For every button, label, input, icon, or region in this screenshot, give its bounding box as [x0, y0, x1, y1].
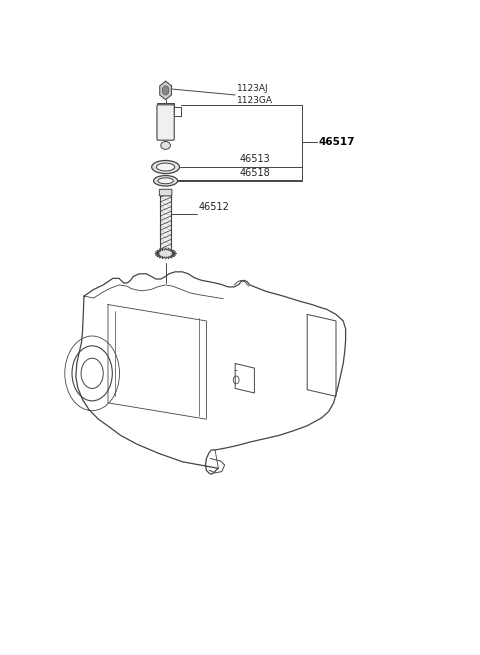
- FancyBboxPatch shape: [157, 103, 174, 114]
- Polygon shape: [160, 81, 171, 100]
- Ellipse shape: [154, 176, 178, 186]
- Circle shape: [162, 86, 169, 95]
- Text: 46512: 46512: [198, 202, 229, 212]
- Text: 46513: 46513: [240, 155, 271, 164]
- Ellipse shape: [156, 163, 175, 171]
- FancyBboxPatch shape: [159, 189, 172, 196]
- Text: 46517: 46517: [318, 138, 355, 147]
- Ellipse shape: [158, 178, 173, 184]
- Polygon shape: [155, 248, 176, 259]
- FancyBboxPatch shape: [157, 105, 174, 140]
- Text: 1123AJ: 1123AJ: [237, 84, 269, 93]
- FancyBboxPatch shape: [160, 193, 171, 249]
- Ellipse shape: [152, 160, 180, 174]
- Text: 46518: 46518: [240, 168, 271, 178]
- Ellipse shape: [161, 141, 170, 149]
- Text: 1123GA: 1123GA: [237, 96, 273, 105]
